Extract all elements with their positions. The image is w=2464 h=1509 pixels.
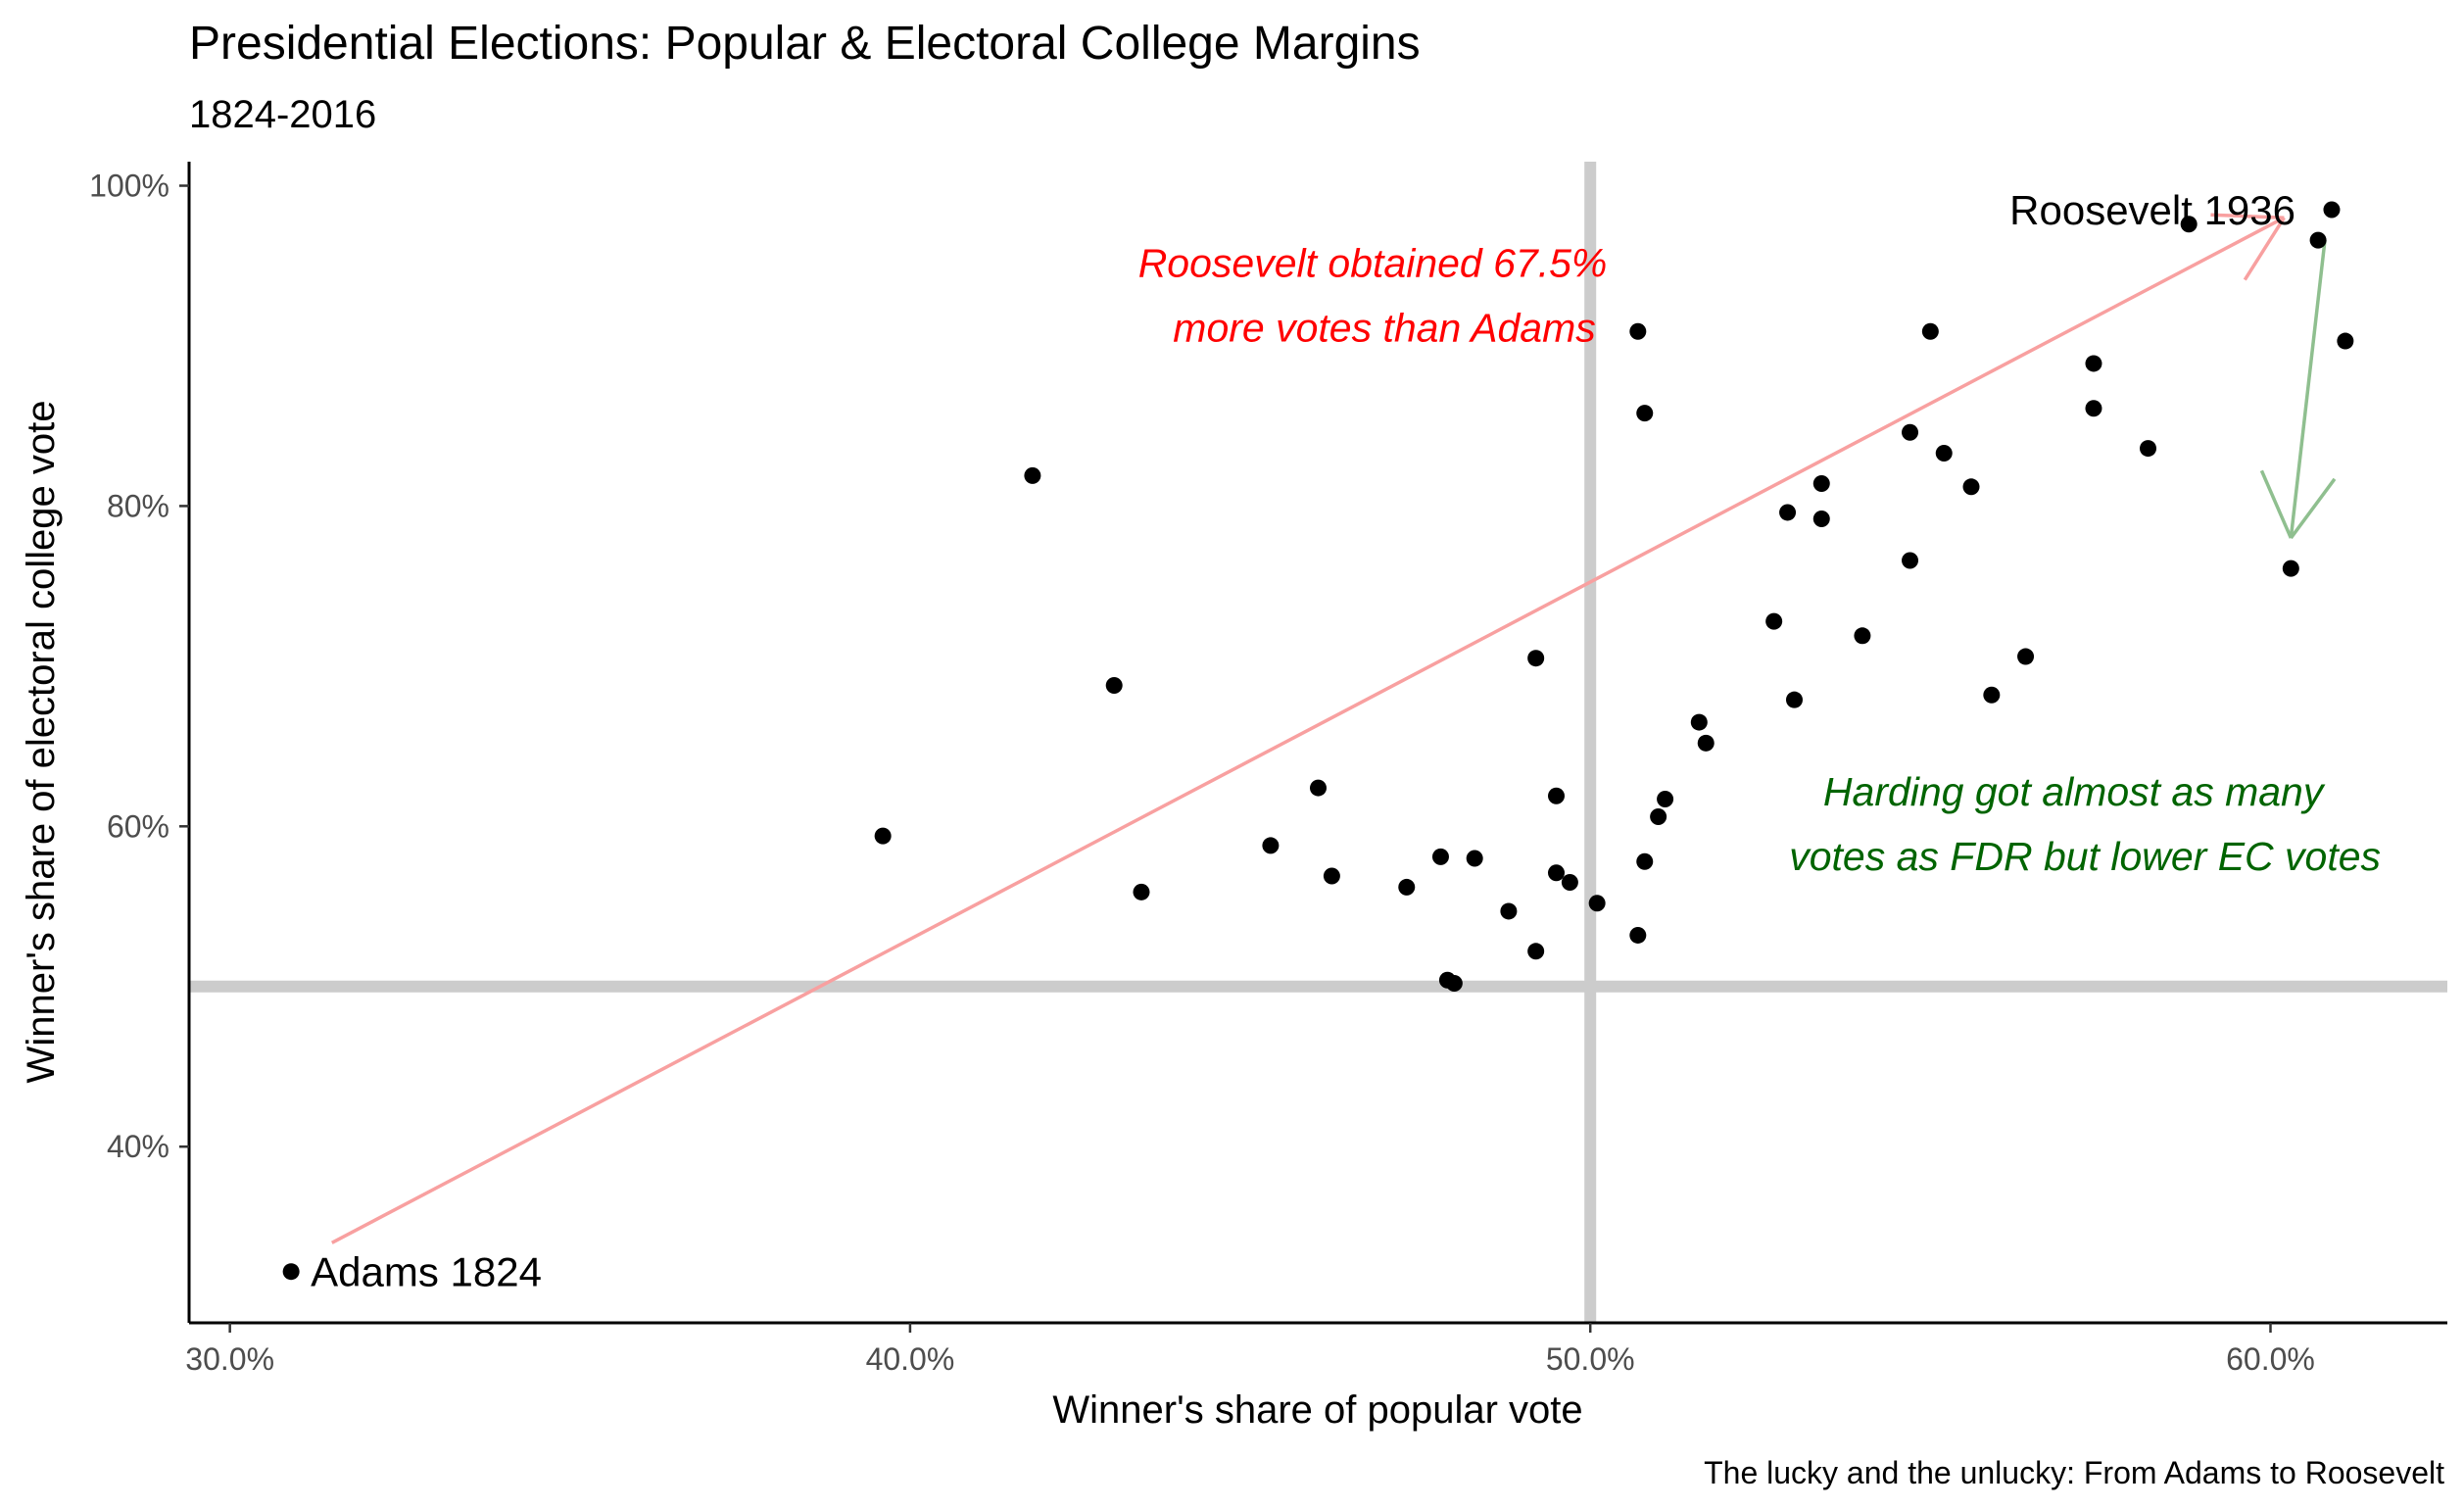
scatter-point [2140,440,2157,458]
annotation-line: Roosevelt obtained 67.5% [1138,241,1608,286]
annotations: Roosevelt obtained 67.5% more votes than … [1138,241,2381,879]
scatter-point [1779,504,1797,521]
scatter-point [1657,791,1674,808]
scatter-point [1636,405,1654,422]
scatter-point [1902,552,1919,569]
x-ticks: 30.0% 40.0% 50.0% 60.0% [185,1323,2315,1377]
scatter-point [1466,850,1483,867]
scatter-point [2282,560,2299,577]
chart-caption: The lucky and the unlucky: From Adams to… [1704,1455,2444,1490]
scatter-point [1697,734,1715,752]
annotation-arrow-2 [2289,239,2327,539]
scatter-point [1962,478,1980,496]
scatter-point [1690,713,1708,731]
y-tick-label: 100% [89,169,169,204]
scatter-point [1024,466,1041,484]
y-tick-label: 80% [107,488,169,523]
scatter-point [1105,676,1123,694]
point-labels: Adams 1824 Roosevelt 1936 [311,187,2295,1295]
scatter-point [1262,837,1280,854]
scatter-point [1629,926,1647,944]
reference-lines [189,162,2447,1323]
annotation-arrow-1 [330,216,2286,1244]
scatter-point [1500,902,1518,920]
scatter-point [1902,423,1919,441]
scatter-point [1854,627,1871,645]
scatter-point [1812,475,1830,493]
scatter-point [282,1263,300,1281]
annotation-arrowhead-1-1 [2243,217,2286,281]
scatter-point [1935,444,1953,462]
scatter-point [1431,848,1449,865]
scatter-point [874,827,892,845]
scatter-point [1310,779,1327,797]
scatter-point [2180,216,2198,233]
chart-subtitle: 1824-2016 [189,93,376,136]
annotation-arrowhead-2-1 [2259,469,2293,539]
scatter-point [2085,355,2102,372]
x-tick-label: 60.0% [2226,1341,2315,1377]
annotation-arrows [330,213,2337,1244]
scatter-point [1547,787,1565,804]
scatter-point [1812,510,1830,527]
scatter-point [1561,874,1578,892]
x-tick-label: 30.0% [185,1341,274,1377]
y-tick-label: 40% [107,1129,169,1164]
scatter-point [1650,808,1667,826]
scatter-point [2337,332,2354,350]
scatter-point [1983,686,2001,704]
axes [187,162,2447,1325]
scatter-point [1398,878,1416,896]
scatter-point [1588,895,1606,912]
scatter-point [1636,852,1654,870]
annotation-arrowhead-1-2 [2210,213,2285,219]
y-ticks: 40% 60% 80% 100% [89,169,189,1164]
scatter-point [1445,974,1463,992]
scatter-point [1921,322,1939,340]
scatter-point [1527,943,1545,960]
scatter-point [1133,883,1150,901]
point-label-adams: Adams 1824 [311,1249,542,1295]
y-axis-label: Winner's share of electoral college vote [20,401,63,1084]
annotation-text-1: Roosevelt obtained 67.5% more votes than … [1138,241,1608,351]
point-label-roosevelt: Roosevelt 1936 [2009,187,2295,233]
data-points [282,201,2354,1281]
annotation-text-2: Harding got almost as many votes as FDR b… [1789,769,2381,879]
scatter-point [2017,648,2035,665]
scatter-point [2323,201,2341,219]
scatter-point [1785,691,1803,708]
scatter-point [2085,400,2102,417]
annotation-line: Harding got almost as many [1823,769,2326,814]
annotation-arrowhead-2-2 [2289,477,2337,540]
x-tick-label: 40.0% [866,1341,955,1377]
scatter-point [1527,650,1545,667]
annotation-line: votes as FDR but lower EC votes [1789,834,2381,879]
x-axis-label: Winner's share of popular vote [1052,1388,1582,1432]
y-tick-label: 60% [107,808,169,844]
chart-title: Presidential Elections: Popular & Electo… [189,18,1421,70]
scatter-point [1765,612,1783,630]
scatter-point [2309,231,2327,249]
annotation-line: more votes than Adams [1173,306,1595,351]
scatter-point [1323,867,1340,885]
scatter-point [1629,322,1647,340]
x-tick-label: 50.0% [1546,1341,1635,1377]
scatter-point [1547,864,1565,882]
